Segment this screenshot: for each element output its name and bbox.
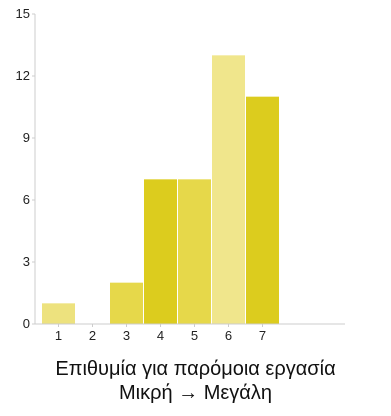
bar-3[interactable] <box>110 282 143 324</box>
y-tick-label: 0 <box>23 316 30 331</box>
y-tick-label: 6 <box>23 192 30 207</box>
bar-6[interactable] <box>212 55 245 324</box>
x-tick-label: 5 <box>191 328 198 343</box>
y-axis-ticks: 0 3 6 9 12 15 <box>16 6 35 331</box>
y-tick-label: 3 <box>23 254 30 269</box>
y-tick-label: 9 <box>23 130 30 145</box>
x-axis-label-scale: Μικρή → Μεγάλη <box>119 382 272 404</box>
x-axis-ticks: 1 2 3 4 5 6 7 <box>55 324 266 343</box>
x-tick-label: 3 <box>123 328 130 343</box>
x-axis-label: Επιθυμία για παρόμοια εργασία <box>55 358 336 380</box>
bar-1[interactable] <box>42 303 75 324</box>
bar-4[interactable] <box>144 179 177 324</box>
x-tick-label: 1 <box>55 328 62 343</box>
y-tick-label: 15 <box>16 6 30 21</box>
bars <box>42 55 279 325</box>
x-tick-label: 7 <box>259 328 266 343</box>
x-tick-label: 4 <box>157 328 164 343</box>
x-tick-label: 2 <box>89 328 96 343</box>
y-tick-label: 12 <box>16 68 30 83</box>
x-tick-label: 6 <box>225 328 232 343</box>
bar-5[interactable] <box>178 179 211 324</box>
bar-7[interactable] <box>246 96 279 325</box>
